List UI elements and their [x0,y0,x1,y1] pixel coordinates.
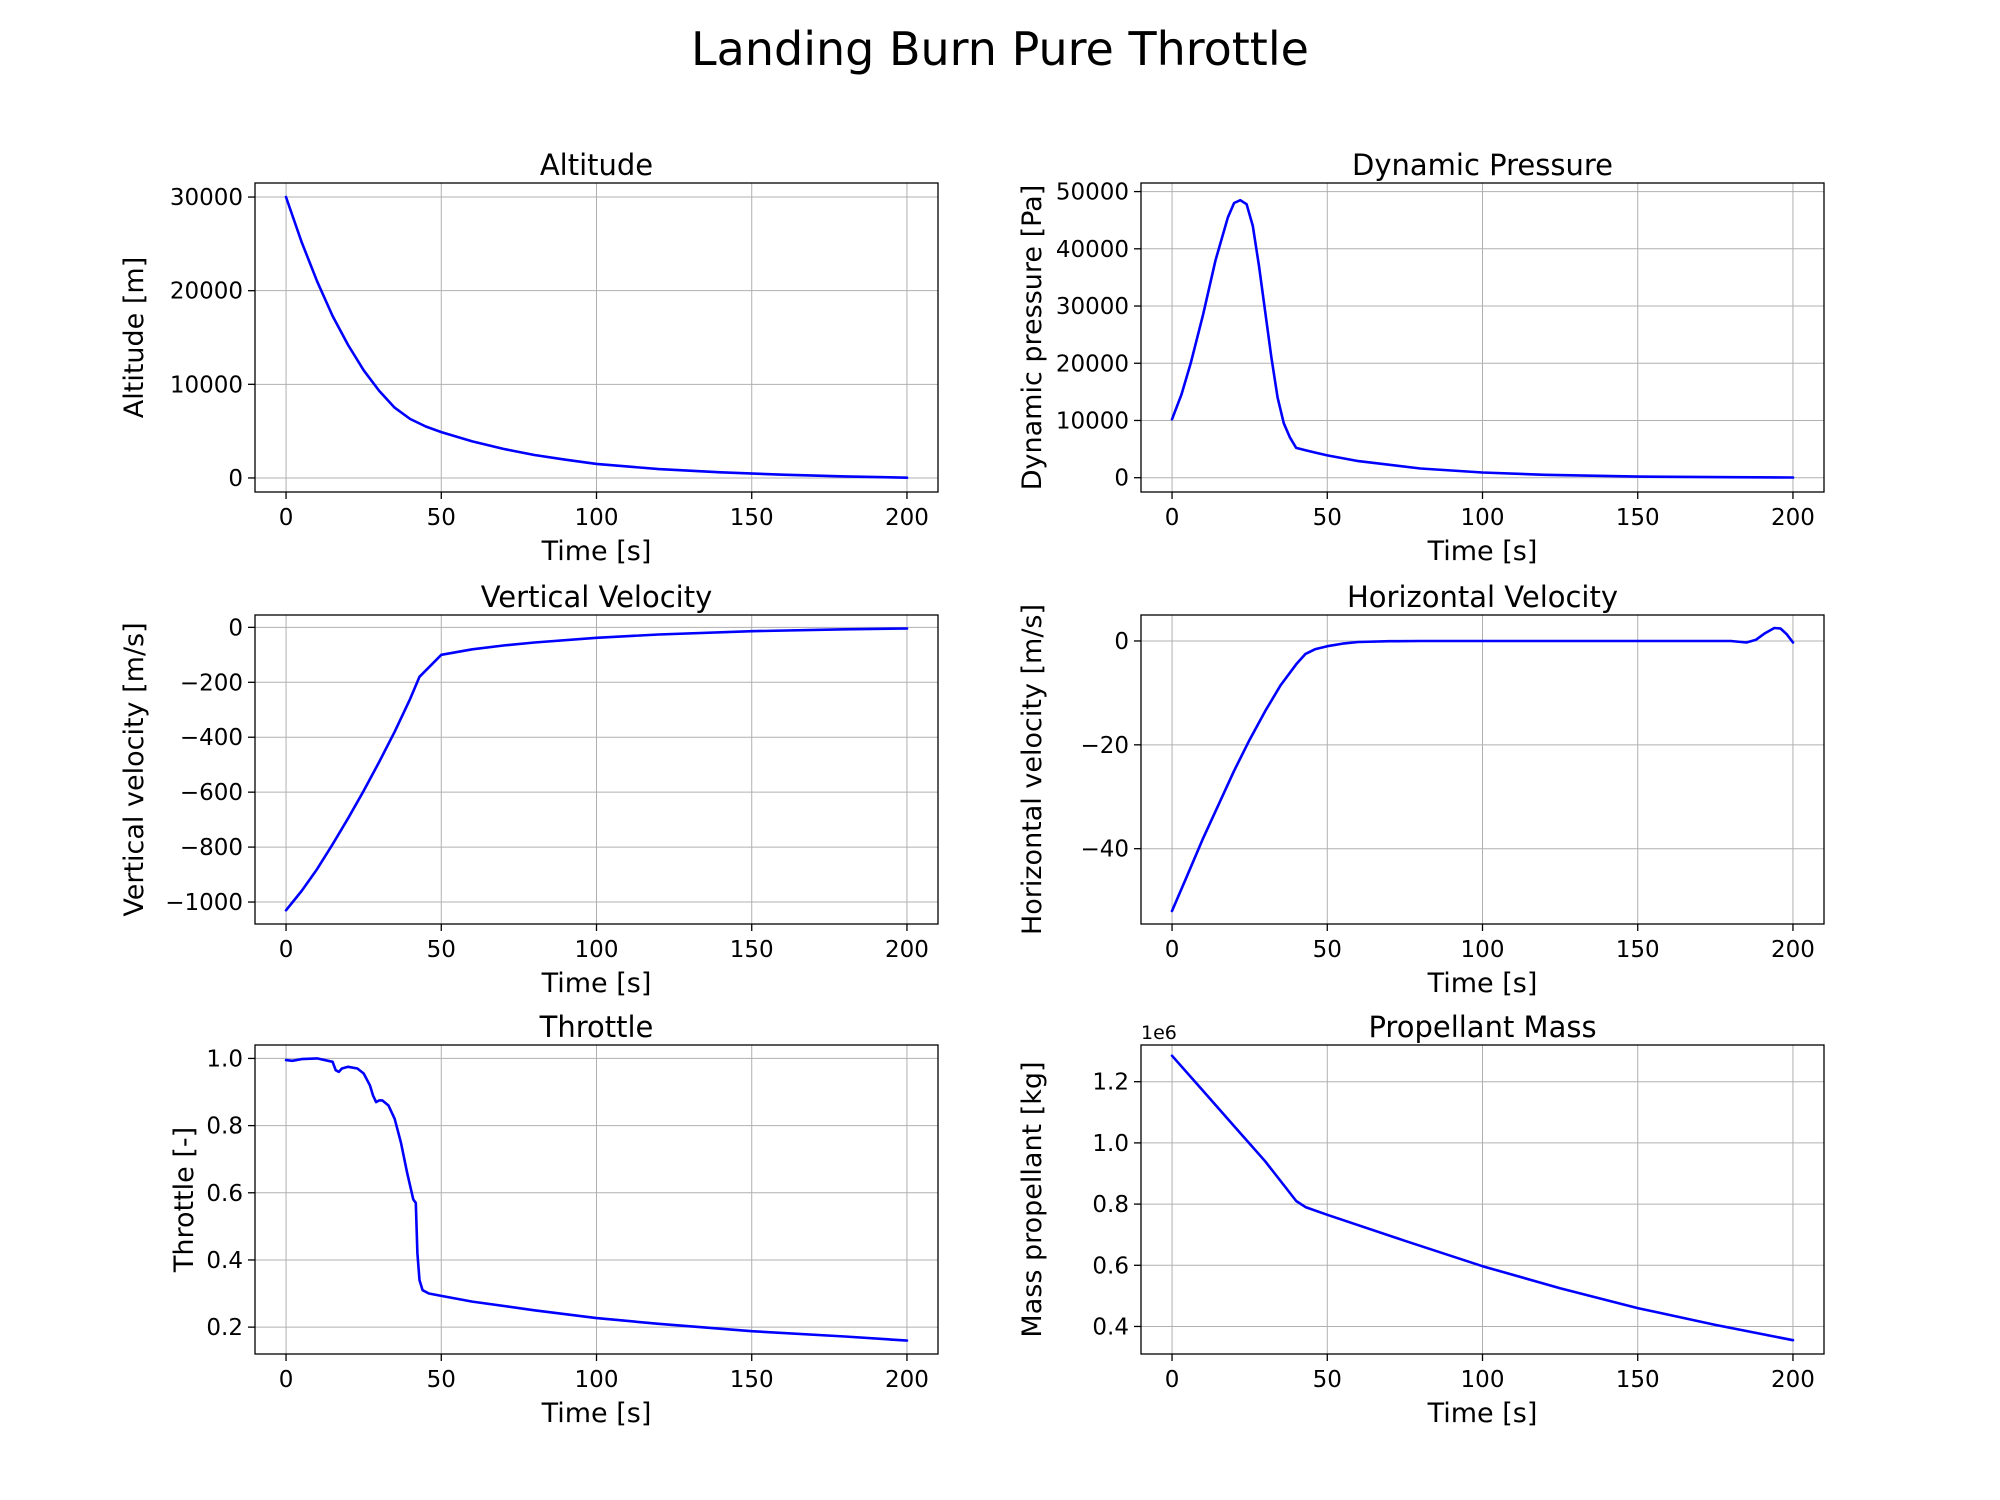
figure-title: Landing Burn Pure Throttle [691,22,1309,76]
subplot-3: 0 50 100 150 200 −1000 −800 −600 −400 −200 0 Vertic… [119,580,939,999]
subplot-6: 0 50 100 150 200 0.4 0.6 0.8 1.0 1.2 Propellant Ma… [1017,1010,1825,1429]
y-tick-label: 0.4 [206,1248,243,1274]
x-tick-label: 200 [1771,505,1815,531]
y-tick-label: 0.6 [206,1181,243,1207]
x-tick-label: 100 [575,1367,619,1393]
y-tick-label: 30000 [170,185,243,211]
x-tick-label: 50 [427,1367,456,1393]
subplot-title: Dynamic Pressure [1352,148,1613,182]
x-tick-label: 50 [1313,937,1342,963]
y-tick-label: 0.8 [1092,1192,1129,1218]
series-line [1170,198,1795,479]
y-tick-label: 0 [1114,629,1129,655]
y-tick-label: 20000 [1056,351,1129,377]
y-tick-label: 0 [228,615,243,641]
y-axis-label: Throttle [-] [169,1127,200,1273]
y-tick-label: −400 [180,725,243,751]
subplot-title: Propellant Mass [1368,1010,1596,1044]
x-axis-label: Time [s] [541,1398,652,1429]
subplot-4: 0 50 100 150 200 −40 −20 0 Horizontal Velocity Ti… [1017,580,1825,999]
y-tick-label: 0.6 [1092,1253,1129,1279]
y-tick-label: 1.0 [1092,1131,1129,1157]
y-tick-label: 30000 [1056,294,1129,320]
x-tick-label: 50 [1313,505,1342,531]
y-tick-label: 10000 [170,372,243,398]
x-axis-label: Time [s] [1427,968,1538,999]
x-tick-label: 150 [1616,1367,1660,1393]
x-axis-label: Time [s] [541,536,652,567]
y-tick-label: 20000 [170,279,243,305]
series-line [284,627,909,912]
subplot-1: 0 50 100 150 200 0 10000 20000 30000 Altitude Time… [119,148,939,567]
y-axis-offset-text: 1e6 [1141,1022,1177,1044]
series-line [1170,1054,1795,1342]
x-tick-label: 0 [279,505,294,531]
x-tick-label: 200 [885,1367,929,1393]
series-line [1170,626,1795,913]
x-tick-label: 150 [730,937,774,963]
x-tick-label: 150 [1616,505,1660,531]
x-tick-label: 0 [1165,937,1180,963]
y-axis-label: Dynamic pressure [Pa] [1017,185,1048,491]
y-axis-label: Altitude [m] [119,257,150,418]
y-axis-label: Mass propellant [kg] [1017,1061,1048,1337]
series-line [284,195,909,480]
y-tick-label: 40000 [1056,237,1129,263]
y-tick-label: 50000 [1056,180,1129,206]
x-tick-label: 200 [1771,937,1815,963]
y-tick-label: −40 [1080,837,1129,863]
y-tick-label: 1.0 [206,1046,243,1072]
x-tick-label: 100 [575,937,619,963]
y-tick-label: 0 [1114,466,1129,492]
y-tick-label: 0.4 [1092,1314,1129,1340]
y-tick-label: −20 [1080,733,1129,759]
y-axis-label: Horizontal velocity [m/s] [1017,604,1048,935]
subplot-title: Vertical Velocity [481,580,713,614]
subplot-2: 0 50 100 150 200 0 10000 20000 30000 40000 50000 Dy… [1017,148,1825,567]
x-tick-label: 200 [885,937,929,963]
x-tick-label: 100 [1461,937,1505,963]
x-axis-label: Time [s] [541,968,652,999]
y-tick-label: −800 [180,835,243,861]
x-tick-label: 150 [1616,937,1660,963]
x-tick-label: 200 [885,505,929,531]
x-tick-label: 100 [575,505,619,531]
x-axis-label: Time [s] [1427,536,1538,567]
x-tick-label: 0 [279,937,294,963]
subplot-title: Altitude [540,148,653,182]
y-axis-label: Vertical velocity [m/s] [119,622,150,916]
subplot-title: Horizontal Velocity [1347,580,1618,614]
y-tick-label: −600 [180,780,243,806]
y-tick-label: −200 [180,670,243,696]
series-line [284,1057,909,1342]
y-tick-label: −1000 [165,890,243,916]
x-axis-label: Time [s] [1427,1398,1538,1429]
y-tick-label: 10000 [1056,408,1129,434]
y-tick-label: 0.2 [206,1315,243,1341]
y-tick-label: 0.8 [206,1114,243,1140]
y-tick-label: 0 [228,466,243,492]
subplot-title: Throttle [539,1010,654,1044]
x-tick-label: 50 [427,937,456,963]
x-tick-label: 50 [427,505,456,531]
x-tick-label: 150 [730,505,774,531]
x-tick-label: 0 [1165,505,1180,531]
x-tick-label: 100 [1461,1367,1505,1393]
x-tick-label: 50 [1313,1367,1342,1393]
x-tick-label: 0 [1165,1367,1180,1393]
subplot-5: 0 50 100 150 200 0.2 0.4 0.6 0.8 1.0 Throttle Time … [169,1010,939,1429]
x-tick-label: 100 [1461,505,1505,531]
x-tick-label: 200 [1771,1367,1815,1393]
x-tick-label: 0 [279,1367,294,1393]
x-tick-label: 150 [730,1367,774,1393]
y-tick-label: 1.2 [1092,1070,1129,1096]
